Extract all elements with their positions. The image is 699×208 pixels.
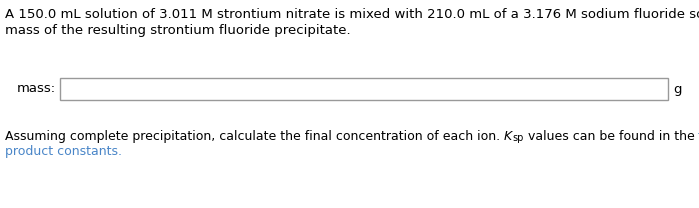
Text: A 150.0 mL solution of 3.011 M strontium nitrate is mixed with 210.0 mL of a 3.1: A 150.0 mL solution of 3.011 M strontium…: [5, 8, 699, 21]
Text: g: g: [673, 83, 682, 95]
Text: sp: sp: [512, 133, 524, 143]
Text: Assuming complete precipitation, calculate the final concentration of each ion.: Assuming complete precipitation, calcula…: [5, 130, 504, 143]
FancyBboxPatch shape: [60, 78, 668, 100]
Text: K: K: [504, 130, 512, 143]
Text: product constants.: product constants.: [5, 145, 122, 158]
Text: values can be found in the: values can be found in the: [524, 130, 698, 143]
Text: mass:: mass:: [17, 83, 56, 95]
Text: mass of the resulting strontium fluoride precipitate.: mass of the resulting strontium fluoride…: [5, 24, 351, 37]
